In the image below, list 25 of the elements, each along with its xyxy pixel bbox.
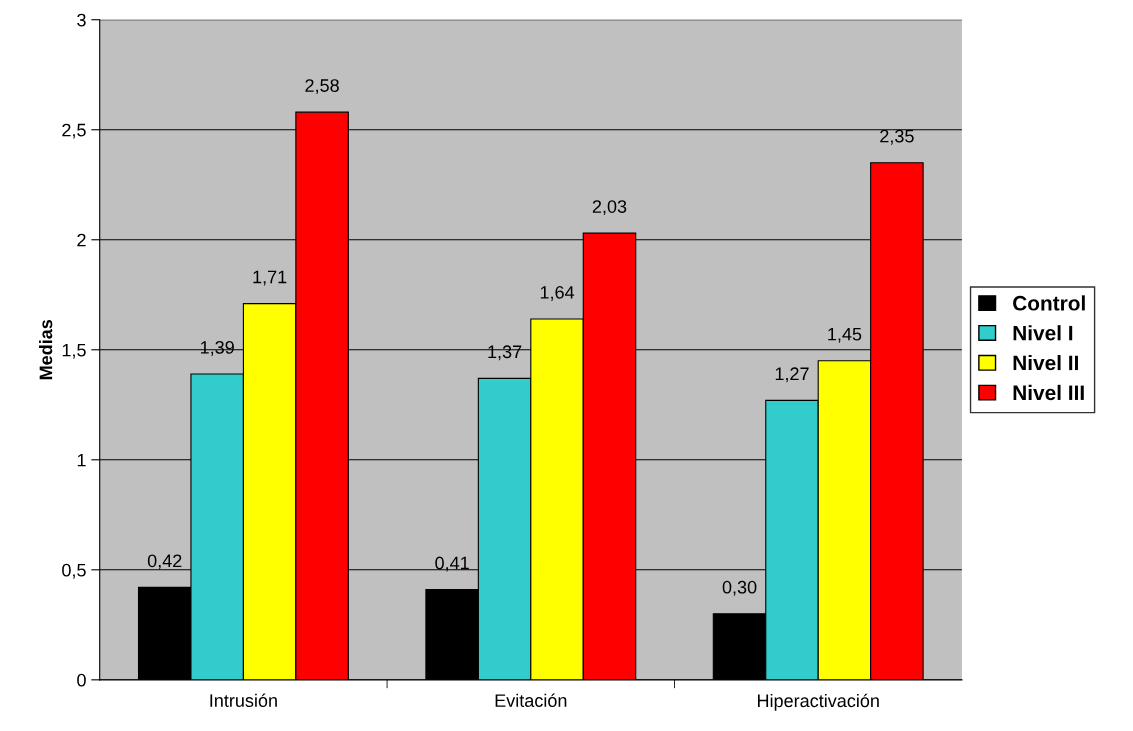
data-label: 2,35 — [880, 129, 914, 145]
y-tick-label: 1,5 — [62, 343, 86, 359]
data-label: 1,45 — [828, 327, 862, 343]
y-tick-label: 3 — [77, 13, 86, 27]
data-label: 0,42 — [147, 554, 182, 570]
data-label: 0,41 — [435, 556, 469, 572]
legend-label: Nivel I — [1013, 325, 1073, 341]
legend-label: Control — [1013, 295, 1085, 311]
y-axis-title: Medias — [39, 319, 53, 380]
y-tick-label: 0,5 — [62, 563, 86, 579]
y-tick-label: 2 — [77, 233, 86, 247]
x-tick-label: Evitación — [495, 693, 567, 707]
legend-label: Nivel II — [1013, 354, 1078, 371]
legend-label: Nivel III — [1013, 384, 1084, 401]
x-tick-label: Hiperactivación — [757, 693, 879, 711]
x-tick-label: Intrusión — [210, 693, 277, 707]
data-label: 0,30 — [722, 580, 757, 596]
data-label: 1,27 — [775, 367, 809, 383]
data-label: 2,03 — [592, 200, 627, 216]
data-label: 2,58 — [305, 79, 339, 95]
data-label: 1,71 — [253, 270, 287, 286]
y-tick-label: 1 — [77, 453, 86, 467]
y-tick-label: 0 — [77, 673, 86, 687]
y-tick-label: 2,5 — [62, 123, 86, 139]
data-label: 1,64 — [540, 285, 575, 301]
